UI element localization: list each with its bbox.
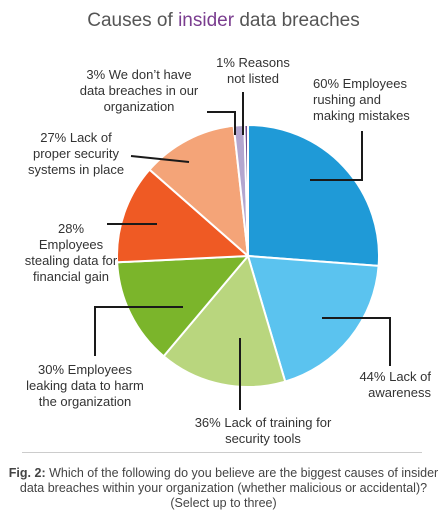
leader-line-awareness <box>322 317 391 366</box>
pie-slice-rushing <box>247 123 380 267</box>
chart-title: Causes of insider data breaches <box>0 10 447 32</box>
slice-label-awareness: 44% Lack of awareness <box>359 369 431 400</box>
figure-caption: Fig. 2: Which of the following do you be… <box>0 466 447 511</box>
leader-line-no-breaches <box>207 111 236 135</box>
slice-label-no-breaches: 3% We don’t have data breaches in our or… <box>79 67 199 114</box>
title-text-end: data breaches <box>234 10 360 31</box>
slice-label-leaking: 30% Employees leaking data to harm the o… <box>26 362 144 409</box>
caption-prefix: Fig. 2: <box>8 466 46 480</box>
caption-divider <box>22 452 422 453</box>
pie-slice-awareness <box>246 254 380 383</box>
pie-slice-training <box>162 253 287 388</box>
title-highlight: insider <box>178 10 235 31</box>
slice-label-rushing: 60% Employees rushing and making mistake… <box>313 76 410 123</box>
slice-label-security-systems: 27% Lack of proper security systems in p… <box>27 130 125 177</box>
leader-line-rushing <box>310 131 363 181</box>
title-text-start: Causes of <box>87 10 179 31</box>
slice-label-training: 36% Lack of training for security tools <box>194 415 332 446</box>
slice-label-not-listed: 1% Reasons not listed <box>216 55 290 86</box>
pie-slice-stealing <box>116 168 251 264</box>
slice-label-stealing: 28% Employees stealing data for financia… <box>24 221 118 284</box>
leader-line-security-systems <box>130 155 190 163</box>
pie-slice-security-systems <box>148 124 250 259</box>
leader-line-leaking <box>94 306 183 356</box>
caption-text: Which of the following do you believe ar… <box>19 466 439 510</box>
pie-slice-not-listed <box>243 123 249 257</box>
